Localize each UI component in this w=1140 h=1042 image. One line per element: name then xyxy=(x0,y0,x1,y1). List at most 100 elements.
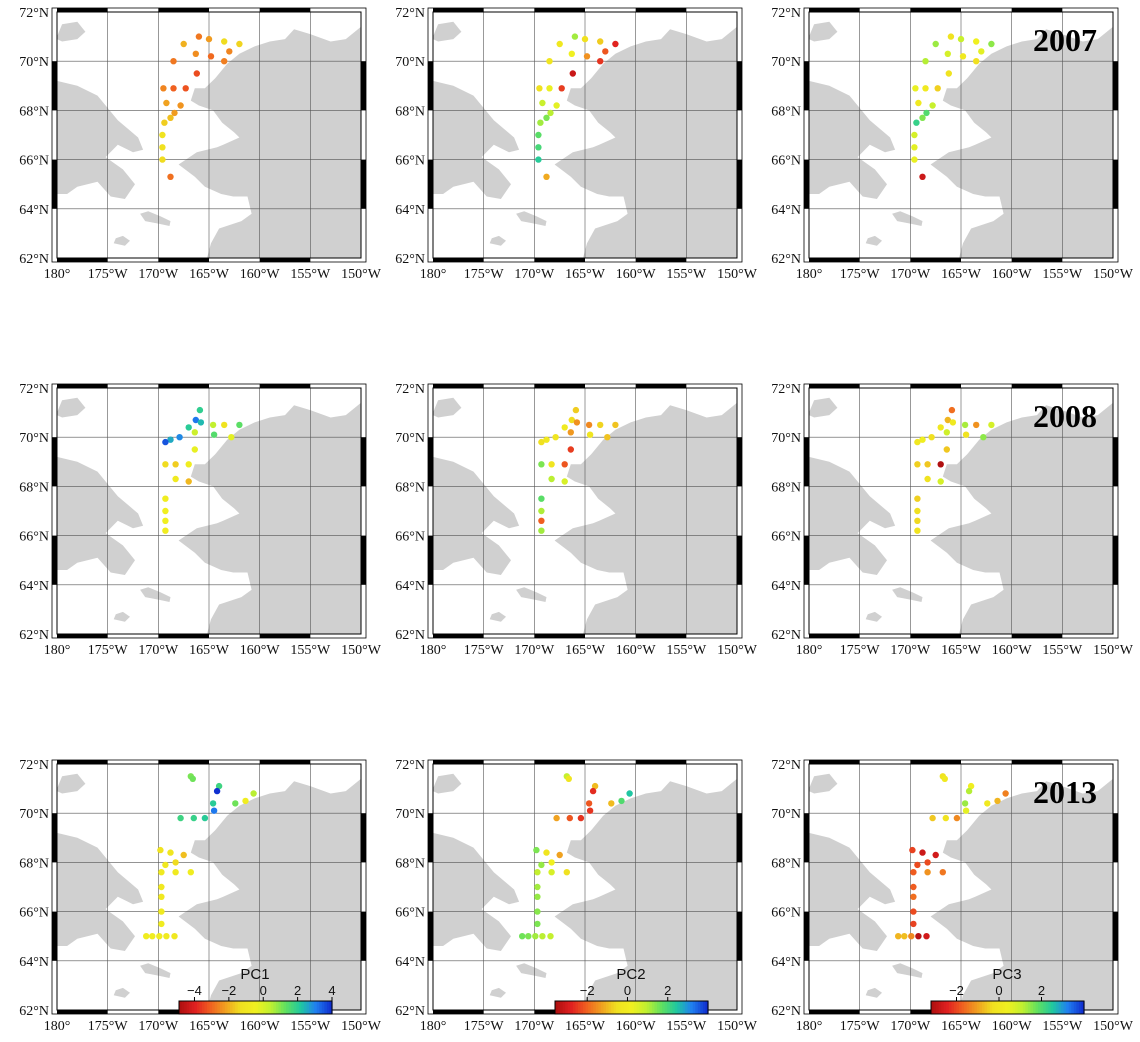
colorbar-segment xyxy=(326,1001,331,1014)
lon-tick-label: 165°W xyxy=(941,643,982,658)
colorbar-segment xyxy=(1073,1001,1077,1014)
frame-segment xyxy=(428,911,433,961)
land xyxy=(57,21,361,258)
station-marker xyxy=(195,33,203,40)
colorbar-segment xyxy=(641,1001,645,1014)
lon-tick-label: 180° xyxy=(796,643,823,658)
station-marker xyxy=(581,35,589,43)
colorbar: −4 −2 0 2 4 PC1 xyxy=(178,966,336,1015)
lon-tick-label: 150°W xyxy=(717,643,758,658)
land-shape xyxy=(892,963,923,978)
lat-tick-label: 70°N xyxy=(19,55,49,70)
frame-segment xyxy=(433,384,484,388)
station-marker xyxy=(543,114,550,122)
station-marker xyxy=(210,807,218,814)
station-marker xyxy=(967,782,975,790)
station-marker xyxy=(597,58,604,65)
station-marker xyxy=(924,859,931,866)
colorbar-segment xyxy=(204,1001,208,1014)
station-marker xyxy=(585,421,593,429)
station-marker xyxy=(919,436,926,443)
lon-tick-label: 165°W xyxy=(189,643,230,658)
land-shape xyxy=(178,26,361,258)
station-marker xyxy=(937,461,944,468)
colorbar-segment xyxy=(700,1001,704,1014)
lat-tick-label: 68°N xyxy=(19,856,49,871)
station-marker xyxy=(536,85,543,92)
lon-tick-label: 175°W xyxy=(464,1019,505,1034)
station-marker xyxy=(561,424,568,431)
land-shape xyxy=(57,397,86,418)
lon-tick-label: 155°W xyxy=(666,643,707,658)
station-marker xyxy=(929,102,936,109)
land-shape xyxy=(809,21,838,42)
land-shape xyxy=(516,587,547,602)
frame-segment xyxy=(57,384,108,388)
colorbar-segment xyxy=(682,1001,686,1014)
colorbar-segment xyxy=(593,1001,597,1014)
frame-segment xyxy=(433,8,484,12)
land-shape xyxy=(178,778,361,1010)
lat-tick-label: 72°N xyxy=(771,758,801,773)
lon-tick-label: 160°W xyxy=(616,1019,657,1034)
colorbar-segment xyxy=(621,1001,625,1014)
station-marker xyxy=(919,849,926,856)
frame-segment xyxy=(433,1010,484,1014)
station-marker xyxy=(961,421,969,429)
lat-tick-label: 68°N xyxy=(771,104,801,119)
colorbar-segment xyxy=(1020,1001,1024,1014)
lon-tick-label: 175°W xyxy=(88,1019,129,1034)
colorbar-segment xyxy=(976,1001,981,1014)
colorbar-segment xyxy=(184,1001,188,1014)
station-marker xyxy=(236,421,243,429)
colorbar-segment xyxy=(260,1001,264,1014)
colorbar-segment xyxy=(560,1001,564,1014)
colorbar-segment xyxy=(286,1001,290,1014)
station-marker xyxy=(160,85,167,92)
lon-tick-label: 170°W xyxy=(890,267,931,282)
outer-frame xyxy=(427,383,743,639)
frame-segment xyxy=(804,911,809,961)
lat-tick-label: 70°N xyxy=(771,431,801,446)
frame-segment xyxy=(259,8,311,12)
lat-tick-label: 66°N xyxy=(395,154,425,169)
land-shape xyxy=(865,611,882,622)
colorbar-segment xyxy=(590,1001,594,1014)
frame-segment xyxy=(1113,911,1118,961)
station-marker xyxy=(170,85,177,92)
colorbar-segment xyxy=(1076,1001,1080,1014)
station-marker xyxy=(568,50,575,57)
frame-segment xyxy=(809,634,860,638)
colorbar-tick-label: −2 xyxy=(580,983,595,998)
frame-segment xyxy=(57,258,108,262)
station-marker xyxy=(919,114,926,122)
lon-tick-label: 175°W xyxy=(88,643,129,658)
frame-segment xyxy=(534,760,585,764)
frame-segment xyxy=(428,61,433,111)
station-marker xyxy=(914,461,921,468)
station-marker xyxy=(167,849,174,856)
lon-tick-label: 155°W xyxy=(666,1019,707,1034)
frame-segment xyxy=(158,258,209,262)
colorbar-segment xyxy=(217,1001,221,1014)
station-marker xyxy=(167,114,174,122)
colorbar-segment xyxy=(567,1001,571,1014)
station-marker xyxy=(538,495,545,502)
lat-tick-label: 62°N xyxy=(395,628,425,643)
frame-segment xyxy=(52,61,57,111)
station-marker xyxy=(923,933,930,940)
frame-segment xyxy=(635,258,687,262)
lat-tick-label: 72°N xyxy=(395,382,425,397)
frame-segment xyxy=(158,8,209,12)
frame-segment xyxy=(57,8,108,12)
colorbar-tick-label: 0 xyxy=(995,983,1002,998)
frame-segment xyxy=(534,634,585,638)
lon-tick-label: 160°W xyxy=(240,643,281,658)
station-marker xyxy=(534,920,541,928)
lon-tick-label: 150°W xyxy=(341,643,382,658)
station-marker xyxy=(597,38,604,45)
colorbar-segment xyxy=(956,1001,960,1014)
station-markers xyxy=(535,33,619,180)
